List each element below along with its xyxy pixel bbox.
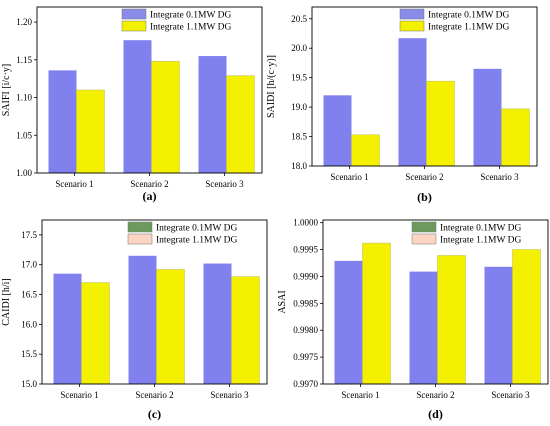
bar-series2-3 <box>501 108 530 167</box>
y-tick-label: 15.0 <box>21 379 37 389</box>
y-tick-label: 0.9985 <box>293 298 318 308</box>
x-tick-label: Scenario 1 <box>330 172 368 182</box>
y-axis-label: SAIDI [h/(c·y)] <box>266 55 277 118</box>
chart-panel-3: Scenario 1 Scenario 2 Scenario 3 15.0 15.5 16… <box>1 219 268 421</box>
y-tick-label: 0.9990 <box>293 271 318 281</box>
bar-series2-1 <box>362 242 391 385</box>
y-axis-label: ASAI <box>277 290 288 313</box>
bar-series1-3 <box>203 263 232 384</box>
bar-series1-2 <box>128 255 157 384</box>
chart-panel-2: Scenario 1 Scenario 2 Scenario 3 18.0 18.5 19… <box>266 6 538 204</box>
panel-caption: (d) <box>428 407 443 421</box>
bar-series2-1 <box>76 89 105 174</box>
plot-frame <box>322 219 549 385</box>
bar-series1-3 <box>484 266 513 384</box>
y-tick-label: 16.0 <box>21 319 37 329</box>
y-tick-label: 19.5 <box>291 73 307 83</box>
bar-series1-3 <box>198 56 227 173</box>
bar-series1-2 <box>123 40 152 174</box>
bar-series2-2 <box>437 255 466 385</box>
x-tick-label: Scenario 1 <box>55 179 93 189</box>
y-tick-label: 1.15 <box>16 55 32 65</box>
y-tick-label: 19.0 <box>291 102 307 112</box>
legend-label-1: Integrate 0.1MW DG <box>156 224 237 234</box>
bar-series1-2 <box>409 271 438 384</box>
bar-series2-3 <box>231 276 260 385</box>
y-tick-label: 1.00 <box>16 168 32 178</box>
x-tick-label: Scenario 3 <box>480 172 519 182</box>
legend-swatch-1 <box>121 8 147 20</box>
legend: Integrate 0.1MW DG Integrate 1.1MW DG <box>411 221 521 246</box>
y-tick-label: 16.5 <box>21 290 37 300</box>
legend-label-2: Integrate 1.1MW DG <box>156 236 237 246</box>
chart-panel-1: Scenario 1 Scenario 2 Scenario 3 1.00 1.05 1.… <box>1 6 263 203</box>
legend-swatch-2 <box>127 233 153 245</box>
plot-frame <box>311 6 538 167</box>
y-tick-label: 0.9995 <box>293 245 318 255</box>
bar-series1-3 <box>473 68 502 166</box>
bar-series2-3 <box>226 75 255 174</box>
bar-series1-1 <box>323 95 352 166</box>
legend-label-1: Integrate 0.1MW DG <box>150 11 231 21</box>
panel-caption: (c) <box>148 407 161 421</box>
bar-series2-2 <box>156 269 185 385</box>
bar-series2-1 <box>351 134 380 167</box>
legend-label-2: Integrate 1.1MW DG <box>150 23 231 33</box>
x-tick-label: Scenario 3 <box>491 390 530 400</box>
legend: Integrate 0.1MW DG Integrate 1.1MW DG <box>399 8 509 33</box>
bar-series1-2 <box>398 38 427 166</box>
y-tick-label: 0.9970 <box>293 379 318 389</box>
legend-swatch-2 <box>399 20 425 32</box>
bar-series1-1 <box>334 260 363 384</box>
y-axis-label: SAIFI [i/c·y] <box>1 64 12 117</box>
legend-label-1: Integrate 0.1MW DG <box>440 224 521 234</box>
legend-swatch-2 <box>411 233 437 245</box>
y-tick-label: 1.10 <box>16 93 32 103</box>
x-tick-label: Scenario 2 <box>135 390 173 400</box>
y-axis-label: CAIDI [h/i] <box>1 278 12 326</box>
chart-panel-4: Scenario 1 Scenario 2 Scenario 3 0.9970 0.99… <box>277 218 549 421</box>
y-tick-label: 20.0 <box>291 43 307 53</box>
bar-series2-2 <box>426 80 455 167</box>
bar-series1-1 <box>53 273 82 384</box>
y-tick-label: 18.5 <box>291 132 307 142</box>
legend-label-1: Integrate 0.1MW DG <box>428 11 509 21</box>
y-tick-label: 20.5 <box>291 14 307 24</box>
legend-label-2: Integrate 1.1MW DG <box>440 236 521 246</box>
y-tick-label: 17.5 <box>21 230 37 240</box>
x-tick-label: Scenario 2 <box>405 172 443 182</box>
x-tick-label: Scenario 3 <box>205 179 244 189</box>
bar-series1-1 <box>48 70 77 173</box>
y-tick-label: 0.9980 <box>293 325 318 335</box>
y-tick-label: 18.0 <box>291 161 307 171</box>
y-tick-label: 17.0 <box>21 260 37 270</box>
y-tick-label: 1.0000 <box>293 218 318 228</box>
legend-swatch-1 <box>411 221 437 233</box>
bar-series2-3 <box>512 249 541 385</box>
x-tick-label: Scenario 1 <box>60 390 98 400</box>
x-tick-label: Scenario 3 <box>210 390 249 400</box>
legend-swatch-1 <box>127 221 153 233</box>
plot-frame <box>36 6 263 174</box>
bar-series2-1 <box>81 282 110 385</box>
bar-series2-2 <box>151 61 180 174</box>
panel-caption: (a) <box>143 189 157 203</box>
y-tick-label: 0.9975 <box>293 352 318 362</box>
y-tick-label: 15.5 <box>21 349 37 359</box>
x-tick-label: Scenario 2 <box>130 179 168 189</box>
plot-frame <box>41 219 268 385</box>
legend-swatch-1 <box>399 8 425 20</box>
legend-swatch-2 <box>121 20 147 32</box>
legend: Integrate 0.1MW DG Integrate 1.1MW DG <box>127 221 237 246</box>
legend: Integrate 0.1MW DG Integrate 1.1MW DG <box>121 8 231 33</box>
x-tick-label: Scenario 2 <box>416 390 454 400</box>
x-tick-label: Scenario 1 <box>341 390 379 400</box>
y-tick-label: 1.20 <box>16 17 32 27</box>
panel-caption: (b) <box>417 190 432 204</box>
y-tick-label: 1.05 <box>16 130 32 140</box>
legend-label-2: Integrate 1.1MW DG <box>428 23 509 33</box>
